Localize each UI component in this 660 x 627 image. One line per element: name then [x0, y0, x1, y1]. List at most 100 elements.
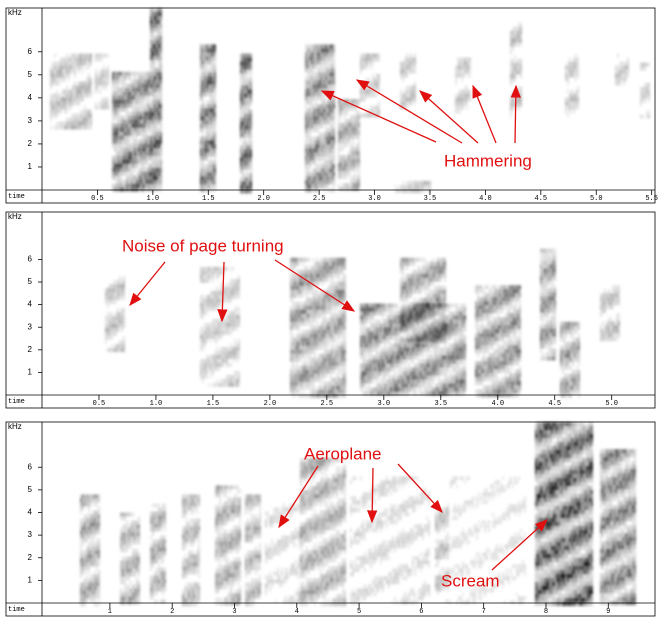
energy — [510, 63, 512, 67]
energy — [148, 180, 150, 184]
energy — [334, 370, 336, 374]
energy — [112, 104, 114, 108]
energy — [246, 54, 248, 58]
energy — [330, 258, 332, 262]
energy — [469, 90, 471, 94]
energy — [136, 176, 138, 180]
energy — [646, 83, 648, 87]
energy — [144, 88, 146, 92]
energy — [368, 344, 370, 348]
energy — [348, 123, 350, 127]
energy — [323, 64, 325, 68]
energy — [160, 76, 162, 80]
energy — [234, 379, 236, 383]
energy — [290, 370, 292, 374]
energy — [368, 364, 370, 368]
energy — [366, 380, 368, 384]
energy — [307, 140, 309, 144]
energy — [310, 358, 312, 362]
energy — [112, 120, 114, 124]
energy — [130, 136, 132, 140]
energy — [382, 312, 384, 316]
energy — [158, 80, 160, 84]
energy — [332, 306, 334, 310]
energy — [126, 184, 128, 188]
energy — [136, 96, 138, 100]
energy — [619, 82, 621, 86]
energy — [90, 90, 92, 94]
energy — [621, 62, 623, 66]
energy — [208, 275, 210, 279]
energy — [354, 127, 356, 131]
energy — [156, 156, 158, 160]
energy — [66, 122, 68, 126]
energy — [146, 180, 148, 184]
energy — [417, 189, 419, 193]
energy — [342, 330, 344, 334]
energy — [376, 360, 378, 364]
energy — [330, 390, 332, 394]
energy — [342, 274, 344, 278]
energy — [240, 70, 242, 74]
energy — [324, 274, 326, 278]
energy — [394, 304, 396, 308]
energy — [512, 71, 514, 75]
energy — [200, 76, 202, 80]
energy — [101, 82, 103, 86]
energy — [457, 94, 459, 98]
energy — [331, 164, 333, 168]
energy — [352, 123, 354, 127]
energy — [305, 116, 307, 120]
energy — [331, 144, 333, 148]
energy — [518, 39, 520, 43]
energy — [206, 108, 208, 112]
energy — [290, 314, 292, 318]
energy — [324, 314, 326, 318]
energy — [202, 335, 204, 339]
energy — [346, 159, 348, 163]
energy — [518, 59, 520, 63]
energy — [99, 78, 101, 82]
energy — [50, 98, 52, 102]
energy — [152, 8, 154, 12]
energy — [512, 91, 514, 95]
energy — [302, 306, 304, 310]
energy — [156, 68, 158, 72]
energy — [423, 181, 425, 185]
energy — [212, 100, 214, 104]
energy — [304, 342, 306, 346]
energy — [248, 174, 250, 178]
energy — [336, 314, 338, 318]
energy — [327, 96, 329, 100]
energy — [224, 323, 226, 327]
energy — [232, 291, 234, 295]
energy — [457, 66, 459, 70]
energy — [126, 120, 128, 124]
energy — [324, 342, 326, 346]
energy — [378, 336, 380, 340]
energy — [317, 68, 319, 72]
energy — [214, 291, 216, 295]
energy — [302, 286, 304, 290]
energy — [150, 124, 152, 128]
energy — [573, 62, 575, 66]
energy — [330, 358, 332, 362]
energy — [74, 82, 76, 86]
energy — [313, 116, 315, 120]
energy — [323, 48, 325, 52]
energy — [84, 118, 86, 122]
energy — [290, 322, 292, 326]
energy — [76, 90, 78, 94]
x-tick-label: 4.5 — [535, 195, 548, 203]
energy — [386, 360, 388, 364]
energy — [298, 350, 300, 354]
energy — [296, 258, 298, 262]
energy — [154, 108, 156, 112]
energy — [326, 354, 328, 358]
energy — [510, 39, 512, 43]
energy — [122, 160, 124, 164]
energy — [292, 262, 294, 266]
energy — [310, 298, 312, 302]
energy — [232, 379, 234, 383]
